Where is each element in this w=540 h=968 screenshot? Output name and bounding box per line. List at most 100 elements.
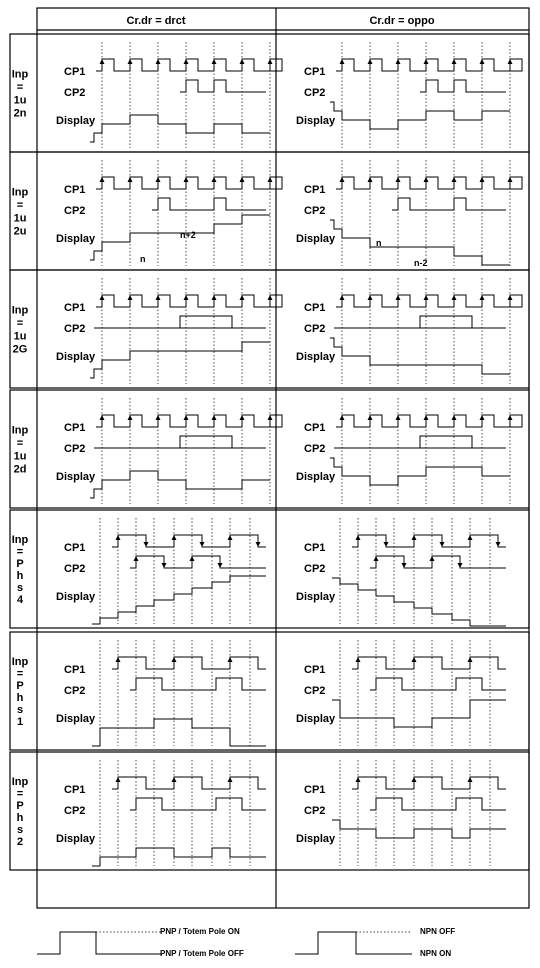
display-label: Display	[56, 115, 96, 127]
rising-edge-arrow	[451, 59, 457, 64]
row-frame	[9, 151, 530, 271]
rising-edge-arrow	[367, 177, 373, 182]
rising-edge-arrow	[355, 535, 361, 540]
rising-edge-arrow	[395, 177, 401, 182]
falling-edge-arrow	[255, 542, 261, 547]
row-label-part: =	[17, 788, 23, 800]
row-frame	[9, 631, 530, 751]
annotation-n: n	[376, 238, 382, 248]
panel-1u2d-drct: CP1 CP2 Display	[56, 398, 283, 504]
annotation-n: n	[140, 254, 146, 264]
panel-1u2n-oppo: CP1 CP2 Display	[296, 42, 523, 148]
falling-edge-arrow	[199, 542, 205, 547]
display-label: Display	[56, 833, 96, 845]
header-oppo: Cr.dr = oppo	[369, 15, 434, 27]
cp1-waveform	[336, 176, 523, 190]
display-waveform	[92, 575, 266, 625]
cp2-waveform	[370, 555, 506, 569]
row-label-part: 2	[17, 836, 23, 848]
rising-edge-arrow	[411, 777, 417, 782]
cp1-waveform	[352, 534, 506, 548]
rising-edge-arrow	[155, 295, 161, 300]
legend-pnp-on: PNP / Totem Pole ON	[160, 927, 240, 936]
annotation-n-minus-2: n-2	[414, 258, 428, 268]
row-label-part: 4	[17, 594, 24, 606]
cp1-waveform	[96, 414, 283, 428]
rising-edge-arrow	[211, 295, 217, 300]
rising-edge-arrow	[507, 177, 513, 182]
cp1-label: CP1	[64, 664, 85, 676]
rising-edge-arrow	[211, 415, 217, 420]
row-label-part: =	[17, 318, 23, 330]
rising-edge-arrow	[467, 535, 473, 540]
display-waveform	[330, 101, 510, 130]
cp2-waveform	[180, 79, 266, 93]
legend-npn-waveform	[295, 931, 412, 955]
cp1-waveform	[352, 656, 506, 670]
rising-edge-arrow	[395, 59, 401, 64]
rising-edge-arrow	[267, 415, 273, 420]
display-waveform	[90, 214, 270, 261]
cp2-label: CP2	[64, 443, 85, 455]
rising-edge-arrow	[355, 657, 361, 662]
panel-1u2u-drct: CP1 CP2 Display n n+2	[56, 160, 283, 266]
cp2-label: CP2	[304, 685, 325, 697]
rising-edge-arrow	[127, 59, 133, 64]
row-label-part: 1u	[14, 331, 27, 343]
display-waveform	[332, 819, 506, 839]
display-label: Display	[296, 833, 336, 845]
cp1-label: CP1	[304, 422, 325, 434]
cp2-label: CP2	[64, 323, 85, 335]
row-label-part: P	[16, 558, 23, 570]
row-label-part: Inp	[12, 69, 29, 81]
cp1-label: CP1	[304, 784, 325, 796]
rising-edge-arrow	[451, 295, 457, 300]
rising-edge-arrow	[155, 59, 161, 64]
rising-edge-arrow	[99, 59, 105, 64]
display-label: Display	[296, 115, 336, 127]
panel-phs2-oppo: CP1 CP2 Display	[296, 760, 506, 866]
display-waveform	[332, 577, 506, 627]
row-label-part: h	[17, 692, 24, 704]
cp2-waveform	[392, 197, 506, 211]
rising-edge-arrow	[395, 295, 401, 300]
cp1-waveform	[112, 534, 266, 548]
cp2-label: CP2	[304, 443, 325, 455]
rising-edge-arrow	[423, 295, 429, 300]
row-label-part: s	[17, 824, 23, 836]
cp1-waveform	[96, 294, 283, 308]
panel-phs4-oppo: CP1 CP2 Display	[296, 518, 506, 627]
row-label-part: Inp	[12, 425, 29, 437]
row-label-part: =	[17, 200, 23, 212]
cp2-gate-window	[179, 315, 233, 329]
rising-edge-arrow	[239, 177, 245, 182]
panel-1u2G-drct: CP1 CP2 Display	[56, 278, 283, 384]
display-label: Display	[56, 591, 96, 603]
rising-edge-arrow	[479, 295, 485, 300]
display-waveform	[90, 114, 270, 143]
rising-edge-arrow	[367, 59, 373, 64]
rising-edge-arrow	[183, 295, 189, 300]
rising-edge-arrow	[479, 177, 485, 182]
cp2-label: CP2	[64, 805, 85, 817]
row-label-part: h	[17, 570, 24, 582]
rising-edge-arrow	[239, 295, 245, 300]
display-label: Display	[56, 233, 96, 245]
cp1-label: CP1	[304, 66, 325, 78]
row-label-part: Inp	[12, 656, 29, 668]
row-frame	[9, 389, 530, 509]
row-label-part: 1	[17, 716, 23, 728]
cp1-label: CP1	[64, 184, 85, 196]
legend-pnp-waveform	[37, 931, 162, 955]
display-label: Display	[296, 591, 336, 603]
rising-edge-arrow	[127, 415, 133, 420]
rows: Inp=1u2nCP1CP2DisplayCP1CP2DisplayInp=1u…	[9, 33, 530, 871]
row-label-part: =	[17, 438, 23, 450]
cp2-waveform	[130, 555, 266, 569]
row-frame	[9, 33, 530, 153]
cp1-label: CP1	[304, 302, 325, 314]
